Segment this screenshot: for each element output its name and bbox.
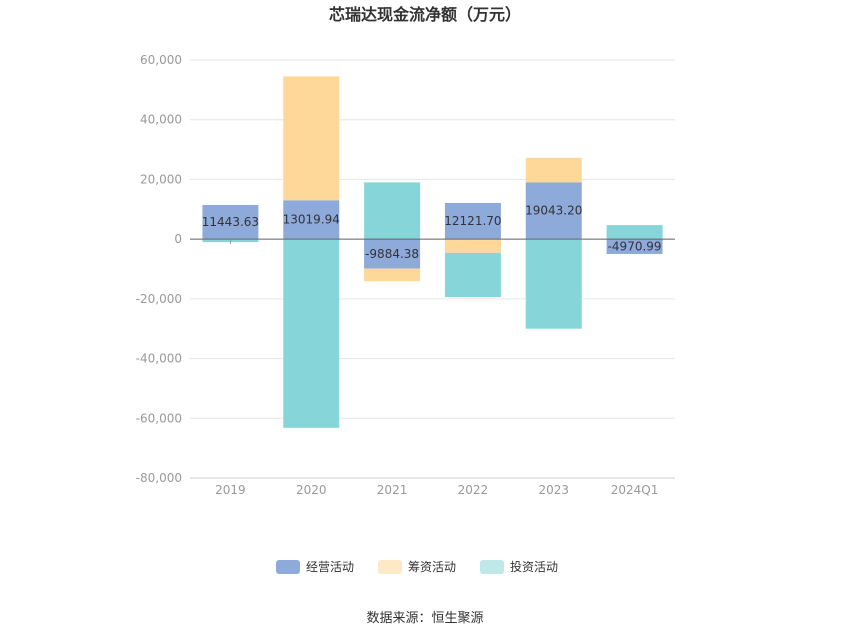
bar-3-2020[interactable] [283, 239, 340, 428]
bar-2-2022[interactable] [444, 239, 501, 253]
legend-swatch [378, 560, 402, 574]
legend-label: 经营活动 [306, 560, 354, 574]
bar-3-2022[interactable] [444, 252, 501, 298]
bar-2-2021[interactable] [364, 268, 421, 282]
bar-2-2020[interactable] [283, 76, 340, 201]
bar-1-2024Q1[interactable] [606, 239, 663, 254]
y-tick-label: 40,000 [140, 113, 182, 127]
legend[interactable]: 经营活动 筹资活动 投资活动 [276, 559, 558, 574]
y-tick-label: 20,000 [140, 172, 182, 186]
bar-1-2021[interactable] [364, 239, 421, 269]
y-axis: 60,000 40,000 20,000 0 -20,000 -40,000 -60,000… [136, 53, 182, 485]
bar-1-2023[interactable] [525, 182, 582, 240]
x-tick-label: 2023 [538, 483, 569, 497]
bars [202, 76, 663, 428]
data-label-2024Q1: -4970.99 [608, 240, 662, 254]
chart-title: 芯瑞达现金流净额（万元） [329, 5, 521, 24]
data-label-2022: 12121.70 [444, 214, 501, 228]
x-tick-label: 2020 [296, 483, 327, 497]
grid-lines [190, 59, 675, 479]
y-tick-label: -60,000 [136, 411, 182, 425]
bar-2-2023[interactable] [525, 157, 582, 183]
bar-1-2019[interactable] [202, 204, 259, 240]
y-tick-label: -80,000 [136, 471, 182, 485]
x-tick-label: 2024Q1 [611, 483, 659, 497]
data-label-2019: 11443.63 [202, 215, 259, 229]
x-tick-label: 2021 [377, 483, 408, 497]
bar-3-2024Q1[interactable] [606, 225, 663, 240]
x-tick-label: 2019 [215, 483, 246, 497]
bar-1-2020[interactable] [283, 200, 340, 240]
y-tick-label: 0 [174, 232, 182, 246]
legend-swatch [276, 560, 300, 574]
data-label-2020: 13019.94 [283, 213, 340, 227]
legend-label: 筹资活动 [408, 560, 456, 574]
y-tick-label: -40,000 [136, 352, 182, 366]
y-tick-label: -20,000 [136, 292, 182, 306]
zero-line [190, 238, 675, 245]
legend-item-3[interactable]: 投资活动 [480, 559, 558, 574]
legend-item-1[interactable]: 经营活动 [276, 560, 354, 574]
bar-3-2021[interactable] [364, 182, 421, 240]
data-label-2023: 19043.20 [525, 204, 582, 218]
bar-3-2023[interactable] [525, 239, 582, 329]
data-label-2021: -9884.38 [365, 247, 419, 261]
data-labels: 11443.63 13019.94 -9884.38 12121.70 19043.20… [202, 204, 662, 261]
source-note: 数据来源：恒生聚源 [366, 611, 483, 626]
y-tick-label: 60,000 [140, 53, 182, 67]
legend-label: 投资活动 [510, 559, 558, 574]
bar-1-2022[interactable] [444, 202, 501, 240]
legend-swatch [480, 560, 504, 574]
x-tick-label: 2022 [458, 483, 489, 497]
legend-item-2[interactable]: 筹资活动 [378, 560, 456, 574]
x-axis: 2019 2020 2021 2022 2023 2024Q1 [190, 477, 675, 497]
